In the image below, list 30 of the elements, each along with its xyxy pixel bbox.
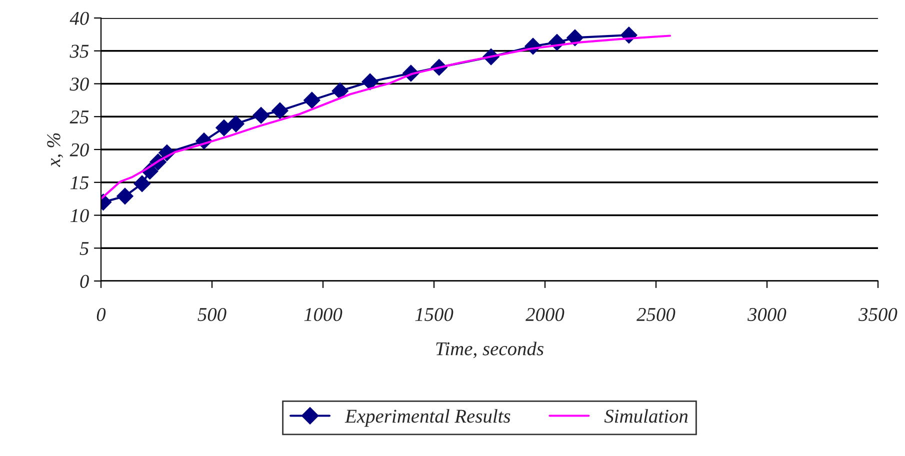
y-tick-label: 40 [70, 12, 89, 25]
x-tick-label: 1000 [304, 308, 342, 322]
y-tick-label: 10 [70, 209, 89, 222]
y-axis-title: x, % [47, 133, 64, 168]
point [272, 102, 288, 120]
x-tick-label: 3000 [748, 308, 786, 322]
legend-label: Experimental Results [344, 409, 510, 427]
y-tick-label: 35 [70, 44, 89, 58]
y-tick-label: 5 [80, 242, 89, 256]
point [332, 82, 348, 100]
y-tick-label: 0 [80, 274, 89, 288]
point [228, 115, 244, 132]
point [304, 92, 320, 109]
point [116, 188, 134, 205]
y-tick-label: 20 [70, 143, 89, 156]
point [134, 175, 150, 192]
x-axis-title: Time, seconds [436, 342, 544, 358]
point [252, 106, 270, 124]
legend-label: Simulation [604, 409, 688, 423]
y-tick-label: 15 [70, 176, 89, 190]
x-tick-label: 0 [96, 308, 106, 322]
x-tick-label: 500 [198, 308, 226, 322]
x-tick-label: 3500 [858, 308, 898, 322]
point [216, 119, 232, 136]
y-tick-label: 30 [70, 78, 89, 91]
point [362, 73, 378, 90]
y-tick-label: 25 [70, 110, 89, 124]
x-tick-label: 2500 [636, 308, 676, 322]
x-tick-label: 1500 [415, 308, 454, 322]
x-tick-label: 2000 [526, 308, 564, 322]
